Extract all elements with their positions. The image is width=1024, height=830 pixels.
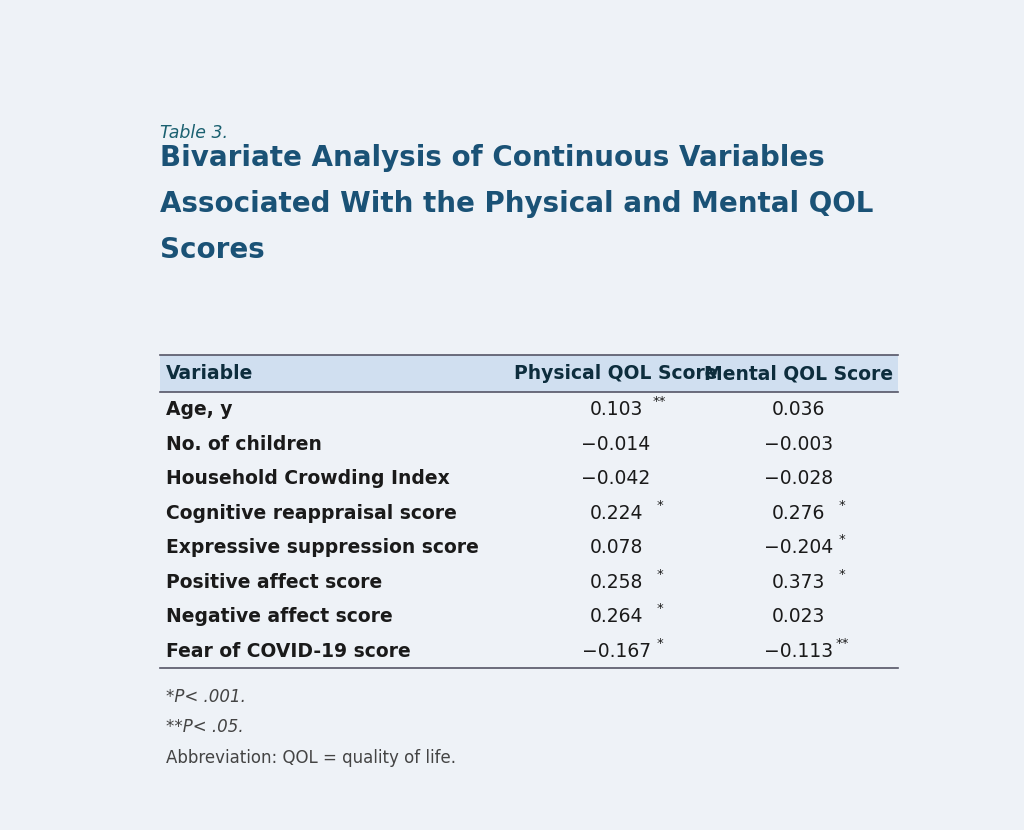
Text: Abbreviation: QOL = quality of life.: Abbreviation: QOL = quality of life. — [166, 749, 456, 767]
Text: −0.042: −0.042 — [582, 469, 650, 488]
Text: **: ** — [653, 395, 667, 408]
Text: Associated With the Physical and Mental QOL: Associated With the Physical and Mental … — [160, 190, 873, 218]
Text: 0.103: 0.103 — [590, 400, 643, 419]
Text: Scores: Scores — [160, 237, 264, 265]
Text: *: * — [656, 568, 664, 581]
Text: *: * — [839, 534, 846, 546]
Text: **: ** — [836, 637, 849, 650]
Text: 0.264: 0.264 — [590, 607, 643, 626]
Text: 0.373: 0.373 — [772, 573, 825, 592]
Text: −0.028: −0.028 — [764, 469, 834, 488]
Text: Physical QOL Score: Physical QOL Score — [514, 364, 718, 383]
Text: 0.258: 0.258 — [590, 573, 643, 592]
Text: No. of children: No. of children — [166, 435, 322, 453]
Text: Fear of COVID-19 score: Fear of COVID-19 score — [166, 642, 411, 661]
Text: *: * — [656, 603, 664, 616]
Text: *P< .001.: *P< .001. — [166, 687, 246, 706]
Text: Table 3.: Table 3. — [160, 124, 227, 142]
Text: **P< .05.: **P< .05. — [166, 718, 244, 736]
Text: −0.003: −0.003 — [764, 435, 834, 453]
Text: *: * — [839, 568, 846, 581]
Text: −0.204: −0.204 — [764, 538, 834, 557]
Text: *: * — [656, 499, 664, 512]
Text: Expressive suppression score: Expressive suppression score — [166, 538, 479, 557]
Text: Variable: Variable — [166, 364, 254, 383]
Text: −0.167: −0.167 — [582, 642, 650, 661]
Text: 0.224: 0.224 — [590, 504, 643, 523]
Text: Mental QOL Score: Mental QOL Score — [705, 364, 893, 383]
Text: Negative affect score: Negative affect score — [166, 607, 393, 626]
Text: *: * — [839, 499, 846, 512]
Text: Bivariate Analysis of Continuous Variables: Bivariate Analysis of Continuous Variabl… — [160, 144, 824, 173]
Text: −0.014: −0.014 — [582, 435, 650, 453]
Text: Household Crowding Index: Household Crowding Index — [166, 469, 450, 488]
Text: −0.113: −0.113 — [764, 642, 834, 661]
Text: *: * — [656, 637, 664, 650]
Bar — [160, 355, 898, 393]
Text: Positive affect score: Positive affect score — [166, 573, 382, 592]
Text: 0.078: 0.078 — [590, 538, 643, 557]
Text: Cognitive reappraisal score: Cognitive reappraisal score — [166, 504, 457, 523]
Text: 0.276: 0.276 — [772, 504, 825, 523]
Text: Age, y: Age, y — [166, 400, 232, 419]
Text: 0.036: 0.036 — [772, 400, 825, 419]
Text: 0.023: 0.023 — [772, 607, 825, 626]
